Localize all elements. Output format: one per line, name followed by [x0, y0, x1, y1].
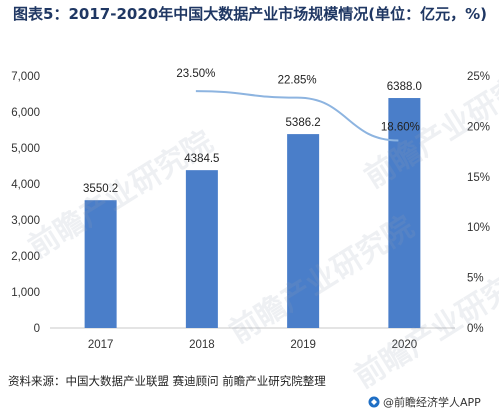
- line-value-label: 18.60%: [381, 122, 420, 134]
- y-right-tick-label: 0%: [467, 323, 484, 335]
- y-left-tick-label: 1,000: [11, 287, 40, 299]
- y-left-tick-label: 4,000: [11, 179, 40, 191]
- y-left-tick-label: 7,000: [11, 71, 40, 83]
- y-right-tick-label: 25%: [467, 71, 490, 83]
- bar-value-label: 3550.2: [83, 183, 118, 195]
- bar-value-label: 6388.0: [387, 81, 422, 93]
- y-left-tick-label: 6,000: [11, 107, 40, 119]
- growth-rate-line: [195, 90, 399, 142]
- bar: [185, 170, 218, 328]
- y-left-tick-label: 5,000: [11, 143, 40, 155]
- bar: [388, 98, 421, 328]
- line-value-label: 23.50%: [176, 68, 215, 80]
- publisher-logo: @前瞻经济学人APP: [368, 394, 481, 410]
- bar-value-label: 5386.2: [286, 117, 321, 129]
- x-tick-label: 2018: [189, 339, 215, 351]
- line-value-label: 22.85%: [278, 75, 317, 87]
- x-tick-label: 2020: [392, 339, 418, 351]
- bar: [287, 134, 320, 328]
- logo-mark-icon: [368, 396, 380, 408]
- y-right-tick-label: 10%: [467, 222, 490, 234]
- y-left-tick-label: 0: [34, 323, 40, 335]
- source-note: 资料来源：中国大数据产业联盟 赛迪顾问 前瞻产业研究院整理: [8, 374, 326, 388]
- chart-title: 图表5：2017-2020年中国大数据产业市场规模情况(单位：亿元，%): [13, 5, 487, 23]
- y-left-tick-label: 3,000: [11, 215, 40, 227]
- x-tick-label: 2017: [88, 339, 114, 351]
- y-right-tick-label: 5%: [467, 273, 484, 285]
- y-right-tick-label: 15%: [467, 172, 490, 184]
- y-left-tick-label: 2,000: [11, 251, 40, 263]
- x-tick-label: 2019: [290, 339, 316, 351]
- logo-text: @前瞻经济学人APP: [383, 396, 481, 409]
- bar: [84, 200, 117, 328]
- bar-value-label: 4384.5: [184, 153, 219, 165]
- y-right-tick-label: 20%: [467, 121, 490, 133]
